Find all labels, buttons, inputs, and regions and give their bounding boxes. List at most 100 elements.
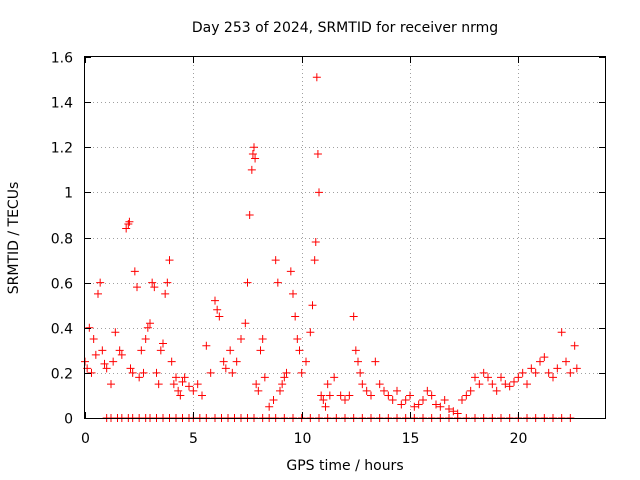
data-point [345,391,354,400]
data-point [163,278,172,287]
data-point [133,283,141,292]
data-point [228,368,237,377]
data-point [252,380,261,389]
data-point [206,368,215,377]
data-point [213,305,222,314]
data-point [295,346,304,355]
data-point [265,402,274,411]
data-point [375,380,384,389]
data-point [139,368,148,377]
data-point [354,357,362,366]
data-point [549,373,557,382]
data-point [321,402,330,411]
data-point [423,386,432,395]
x-tick-label: 20 [510,431,528,447]
data-point [193,380,202,389]
data-point [271,256,280,265]
data-point [94,289,102,298]
data-point [258,335,267,344]
data-point [306,328,315,337]
data-point [492,386,501,395]
data-point [91,350,100,359]
data-point [250,143,258,152]
x-axis-label: GPS time / hours [286,458,403,474]
data-point [276,386,284,395]
data-point [349,312,358,321]
data-point [466,386,475,395]
data-point [161,289,170,298]
axis-ticks [85,57,605,419]
data-point [462,391,471,400]
data-point [89,335,98,344]
data-point [458,395,466,404]
data-point [445,404,453,413]
data-point [128,368,137,377]
data-point [518,368,527,377]
data-point [406,391,414,400]
data-point [380,386,388,395]
data-point [358,380,367,389]
data-point [410,402,419,411]
data-point [245,210,254,219]
data-point [570,341,579,350]
data-point [401,395,410,404]
data-point [159,339,167,348]
data-point [440,395,449,404]
y-tick-label: 0.2 [51,367,73,383]
data-point [124,219,133,228]
data-point [96,278,105,287]
data-point [501,380,510,389]
data-point [150,283,159,292]
y-tick-label: 0 [64,412,73,428]
data-point [143,323,152,332]
y-axis-label: SRMTID / TECUs [6,182,22,295]
data-point [514,373,523,382]
data-point [130,267,139,276]
data-point [388,395,397,404]
data-point [315,188,323,197]
data-point [174,386,183,395]
data-point [432,400,440,409]
data-point [260,373,269,382]
x-tick-labels: 0 5 10 15 20 [81,431,527,447]
y-tick-labels: 0 0.2 0.4 0.6 0.8 1 1.2 1.4 1.6 [51,51,73,428]
data-point [527,364,536,373]
data-point [293,335,302,344]
data-point [176,391,185,400]
data-point [436,402,445,411]
data-point [367,391,375,400]
data-point [414,400,423,409]
data-point [330,373,339,382]
data-point [488,380,497,389]
data-point [310,256,319,265]
data-point [531,368,540,377]
data-point [109,357,118,366]
data-point [126,364,135,373]
data-point [497,373,505,382]
data-point [540,353,549,362]
data-point [297,368,306,377]
data-point [362,386,371,395]
data-point [278,380,287,389]
data-point [102,364,111,373]
data-point [273,278,282,287]
data-point [286,267,295,276]
y-tick-label: 1.4 [51,96,73,112]
data-point [221,364,230,373]
y-tick-label: 1 [64,186,73,202]
data-point [317,391,326,400]
data-point [419,395,427,404]
y-tick-label: 0.6 [51,277,73,293]
data-point [215,312,224,321]
data-point [243,278,252,287]
data-point [566,368,575,377]
data-point [256,346,265,355]
data-point [254,386,263,395]
data-point [319,395,328,404]
data-point [313,150,322,159]
data-point [308,301,317,310]
data-point [325,391,334,400]
data-point [117,350,126,359]
data-point [280,373,289,382]
